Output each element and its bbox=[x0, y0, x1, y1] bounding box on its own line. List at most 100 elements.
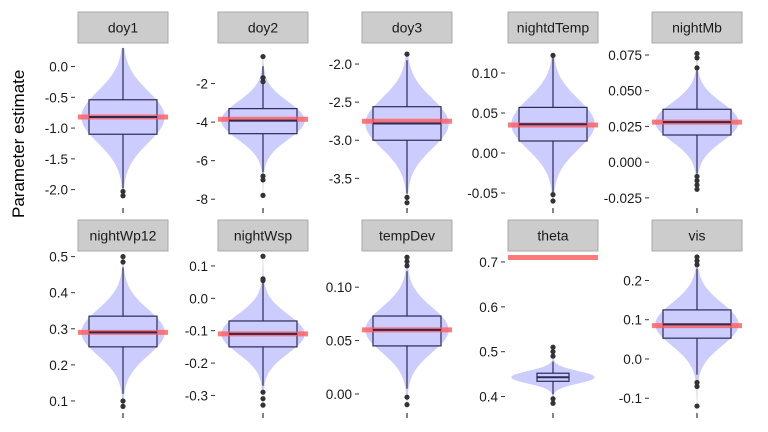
y-tick-label: -0.1 bbox=[619, 391, 642, 406]
facet-nightdTemp: nightdTemp 0.10 0.05 0.00 -0.05 bbox=[467, 11, 599, 213]
y-tick-label: -0.3 bbox=[185, 388, 208, 403]
facet-strip-label: nightWsp bbox=[234, 228, 293, 244]
outlier-point bbox=[260, 389, 266, 395]
y-tick-label: 0.000 bbox=[608, 155, 642, 170]
y-tick-label: -8 bbox=[196, 192, 208, 207]
y-tick-label: 0.0 bbox=[623, 352, 642, 367]
outlier-point bbox=[260, 53, 266, 60]
facet-tempDev: tempDev 0.10 0.05 0.00 bbox=[326, 219, 453, 418]
y-tick-label: -3.0 bbox=[329, 133, 352, 148]
facet-strip-label: doy1 bbox=[108, 20, 139, 36]
facet-strip bbox=[77, 219, 169, 252]
facet-theta: theta 0.7 0.6 0.5 0.4 bbox=[479, 219, 599, 418]
facet-strip bbox=[361, 11, 453, 44]
facet-nightWsp: nightWsp 0.1 0.0 -0.1 -0.2 -0.3 bbox=[185, 219, 309, 418]
facet-strip bbox=[361, 219, 453, 252]
y-tick-label: 0.0 bbox=[189, 291, 208, 306]
y-tick-label: 0.00 bbox=[326, 387, 352, 402]
outlier-point bbox=[260, 277, 266, 284]
facet-strip bbox=[507, 11, 599, 44]
facet-strip-label: doy2 bbox=[248, 20, 279, 36]
outlier-point bbox=[694, 50, 700, 57]
outlier-point bbox=[404, 263, 410, 269]
facet-strip-label: nightMb bbox=[672, 20, 722, 36]
y-tick-label: 0.5 bbox=[479, 345, 498, 360]
facet-strip-label: doy3 bbox=[392, 20, 423, 36]
y-tick-label: 0.050 bbox=[608, 84, 642, 99]
facet-strip bbox=[507, 219, 599, 252]
outlier-point bbox=[404, 394, 410, 400]
y-tick-label: -2.0 bbox=[45, 183, 68, 198]
outlier-point bbox=[694, 258, 700, 264]
outlier-point bbox=[260, 173, 266, 179]
y-tick-label: 0.0 bbox=[49, 60, 68, 75]
y-tick-label: -1.5 bbox=[45, 152, 68, 167]
outlier-point bbox=[550, 349, 556, 355]
outlier-point bbox=[260, 253, 266, 259]
y-tick-label: -0.1 bbox=[185, 324, 208, 339]
y-tick-label: -0.05 bbox=[467, 186, 498, 201]
facet-strip bbox=[217, 219, 309, 252]
facet-doy1: doy1 0.0 -0.5 -1.0 -1.5 -2.0 bbox=[45, 11, 169, 213]
outlier-point bbox=[260, 75, 266, 81]
outlier-point bbox=[694, 55, 700, 61]
outlier-point bbox=[404, 258, 410, 265]
y-tick-label: 0.7 bbox=[479, 255, 498, 270]
y-tick-label: 0.10 bbox=[472, 66, 498, 81]
y-tick-label: -4 bbox=[196, 115, 208, 130]
facet-strip bbox=[651, 219, 743, 252]
outlier-point bbox=[260, 396, 266, 402]
outlier-point bbox=[120, 259, 126, 265]
y-tick-label: -0.025 bbox=[604, 191, 642, 206]
y-tick-label: 0.3 bbox=[49, 322, 68, 337]
y-tick-label: 0.00 bbox=[472, 146, 498, 161]
y-tick-label: -6 bbox=[196, 154, 208, 169]
facet-strip bbox=[77, 11, 169, 44]
outlier-point bbox=[120, 254, 126, 260]
y-tick-label: 0.1 bbox=[623, 313, 642, 328]
y-tick-label: 0.2 bbox=[49, 358, 68, 373]
outlier-point bbox=[694, 173, 700, 180]
outlier-point bbox=[260, 177, 266, 183]
facet-vis: vis 0.2 0.1 0.0 -0.1 bbox=[619, 219, 743, 418]
outlier-point bbox=[404, 402, 410, 408]
y-tick-label: -3.5 bbox=[329, 171, 352, 186]
outlier-point bbox=[694, 182, 700, 188]
outlier-point bbox=[120, 398, 126, 404]
outlier-point bbox=[120, 403, 126, 409]
facet-strip-label: nightdTemp bbox=[517, 20, 590, 36]
facet-nightWp12: nightWp12 0.5 0.4 0.3 0.2 0.1 bbox=[49, 219, 169, 418]
outlier-point bbox=[550, 353, 556, 359]
facet-strip-label: nightWp12 bbox=[90, 228, 157, 244]
y-tick-label: 0.1 bbox=[189, 259, 208, 274]
y-tick-label: -2 bbox=[196, 77, 208, 92]
y-tick-label: 0.10 bbox=[326, 280, 352, 295]
y-tick-label: 0.075 bbox=[608, 48, 642, 63]
y-tick-label: 0.6 bbox=[479, 300, 498, 315]
facet-strip bbox=[217, 11, 309, 44]
outlier-point bbox=[550, 344, 556, 350]
outlier-point bbox=[260, 79, 266, 85]
outlier-point bbox=[694, 379, 700, 386]
y-tick-label: 0.1 bbox=[49, 394, 68, 409]
y-tick-label: -0.2 bbox=[185, 356, 208, 371]
outlier-point bbox=[550, 52, 556, 59]
outlier-point bbox=[550, 396, 556, 402]
outlier-point bbox=[550, 192, 556, 198]
facet-nightMb: nightMb 0.075 0.050 0.025 0.000 -0.025 bbox=[604, 11, 743, 213]
facet-strip-label: theta bbox=[537, 228, 568, 244]
y-tick-label: 0.4 bbox=[49, 286, 68, 301]
outlier-point bbox=[404, 194, 410, 200]
outlier-point bbox=[694, 186, 700, 192]
outlier-point bbox=[550, 400, 556, 406]
facet-doy3: doy3 -2.0 -2.5 -3.0 -3.5 bbox=[329, 11, 453, 213]
outlier-point bbox=[260, 402, 266, 408]
outlier-point bbox=[260, 192, 266, 198]
facet-strip-label: tempDev bbox=[379, 228, 435, 244]
y-tick-label: 0.5 bbox=[49, 250, 68, 265]
facet-doy2: doy2 -2 -4 -6 -8 bbox=[196, 11, 309, 213]
outlier-point bbox=[694, 403, 700, 409]
outlier-point bbox=[694, 178, 700, 184]
y-tick-label: -2.5 bbox=[329, 95, 352, 110]
